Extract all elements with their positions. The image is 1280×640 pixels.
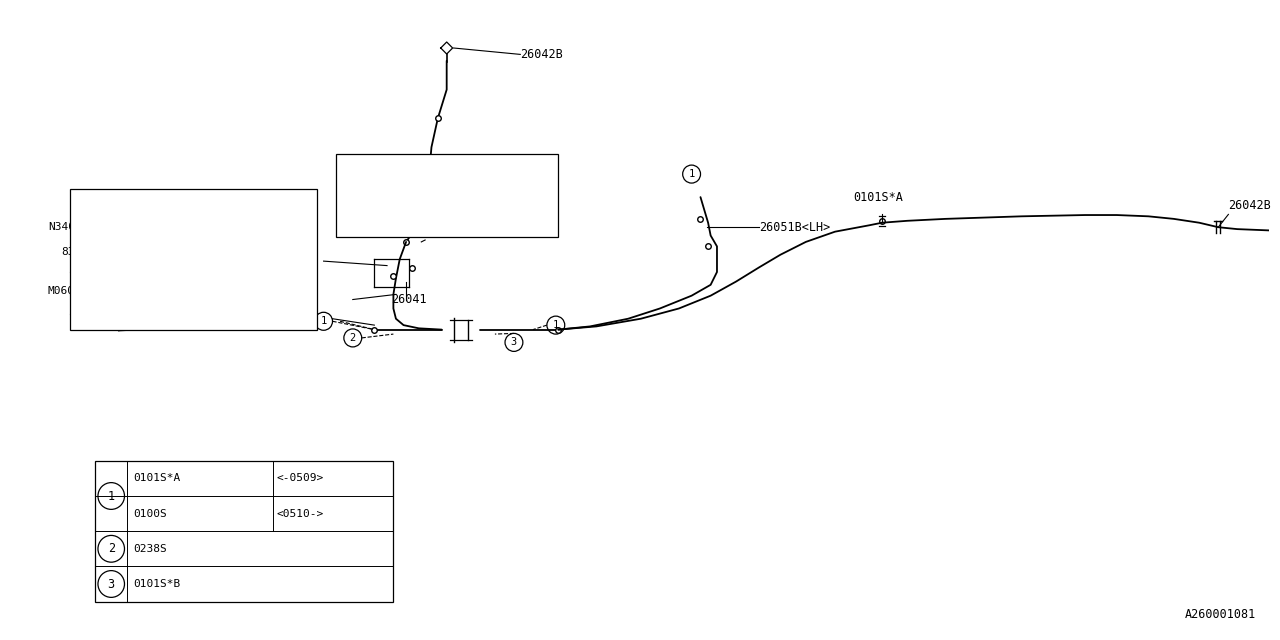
Text: <0510->: <0510-> xyxy=(276,509,324,518)
Text: 26042A: 26042A xyxy=(251,306,294,319)
Text: N340007: N340007 xyxy=(47,222,95,232)
Text: FRONT: FRONT xyxy=(179,306,216,319)
Text: 83321: 83321 xyxy=(61,246,95,257)
Text: 3: 3 xyxy=(108,577,115,591)
Text: 0101S*A: 0101S*A xyxy=(425,227,475,240)
Text: 1: 1 xyxy=(553,320,559,330)
Text: 26041: 26041 xyxy=(390,293,426,306)
Text: 0238S: 0238S xyxy=(133,544,166,554)
Text: 0101S*B: 0101S*B xyxy=(133,579,180,589)
Text: M060004: M060004 xyxy=(47,286,95,296)
Text: 2: 2 xyxy=(349,333,356,343)
Text: 2: 2 xyxy=(108,542,115,556)
Text: 26042B: 26042B xyxy=(520,48,563,61)
Text: 0450S: 0450S xyxy=(343,165,379,178)
Text: 26042B: 26042B xyxy=(1229,200,1271,212)
Bar xyxy=(70,189,317,330)
Text: A260001081: A260001081 xyxy=(1185,608,1256,621)
Text: 1: 1 xyxy=(689,169,695,179)
Text: 0101S*A: 0101S*A xyxy=(854,191,904,204)
Text: 26001: 26001 xyxy=(517,182,553,195)
Text: 1: 1 xyxy=(108,490,115,502)
Bar xyxy=(95,461,393,602)
Bar xyxy=(337,154,558,237)
Text: 0100S: 0100S xyxy=(133,509,166,518)
Text: 0101S*A: 0101S*A xyxy=(133,474,180,483)
Text: 26051B<LH>: 26051B<LH> xyxy=(759,221,831,234)
Text: 26051A<RH>: 26051A<RH> xyxy=(234,291,306,304)
Text: <-0509>: <-0509> xyxy=(276,474,324,483)
Text: M060004: M060004 xyxy=(251,253,301,266)
Text: 3: 3 xyxy=(511,337,517,348)
Text: 1: 1 xyxy=(320,316,326,326)
